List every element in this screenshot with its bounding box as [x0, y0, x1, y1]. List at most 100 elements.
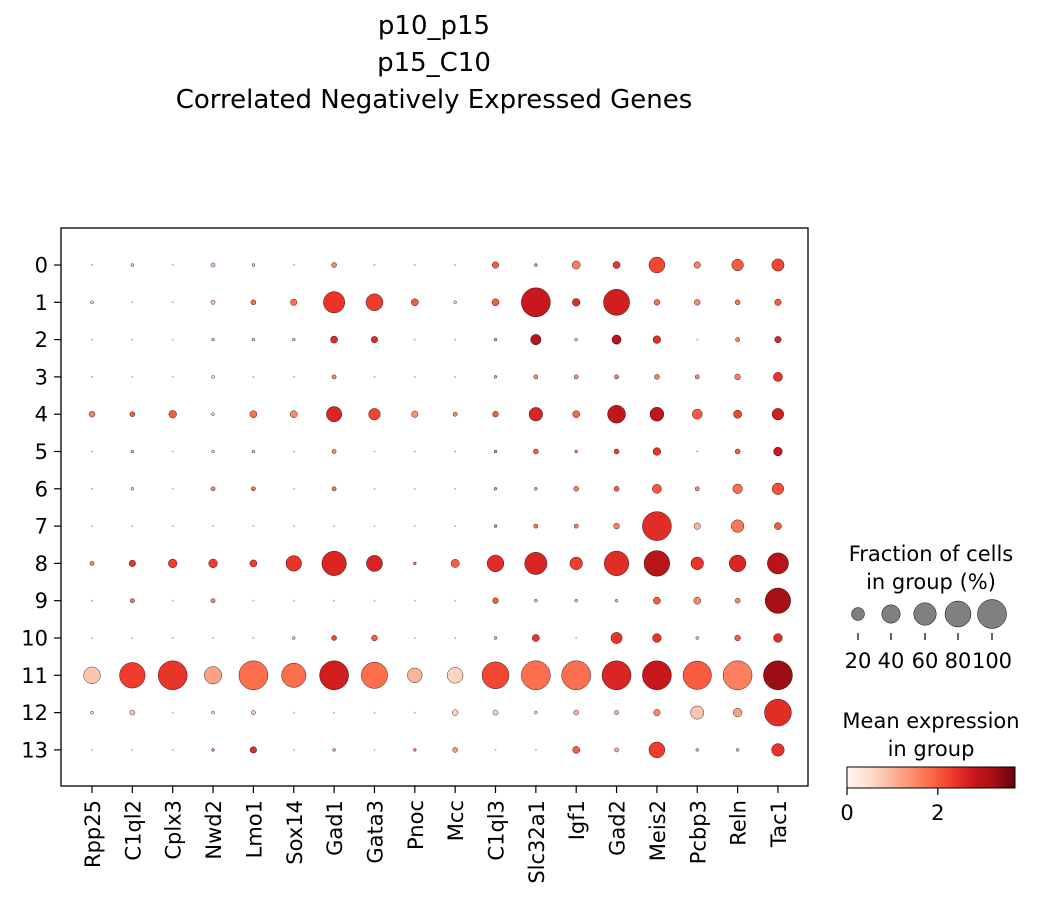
dot-Gata3-group-13	[373, 749, 376, 751]
dot-Reln-group-3	[734, 373, 741, 381]
dot-Pcbp3-group-1	[694, 299, 701, 306]
dot-Igf1-group-0	[571, 260, 581, 270]
dot-Sox14-group-3	[292, 376, 295, 378]
dot-Igf1-group-4	[572, 410, 580, 418]
size-legend-label: 60	[912, 649, 939, 673]
dot-Rpp25-group-2	[91, 338, 93, 341]
dot-Pcbp3-group-3	[695, 374, 700, 380]
dot-Lmo1-group-8	[249, 559, 258, 568]
x-tick-label: Reln	[727, 800, 751, 846]
dot-Gata3-group-1	[365, 293, 384, 311]
dot-Sox14-group-5	[292, 450, 295, 453]
dot-Meis2-group-12	[653, 709, 661, 717]
dot-Nwd2-group-9	[210, 598, 216, 603]
size-legend-title-1: Fraction of cells	[849, 542, 1014, 566]
dot-C1ql3-group-11	[481, 661, 510, 689]
dot-C1ql2-group-10	[131, 637, 134, 639]
dot-Mcc-group-6	[454, 487, 456, 490]
title-line-2: p15_C10	[377, 48, 491, 78]
dot-Rpp25-group-6	[91, 487, 93, 490]
dot-Gad1-group-0	[331, 262, 337, 268]
dot-Gad2-group-12	[614, 710, 619, 715]
dot-C1ql2-group-7	[131, 525, 134, 527]
x-tick-label: Meis2	[646, 800, 670, 861]
dot-Cplx3-group-1	[171, 301, 174, 304]
dot-Igf1-group-13	[572, 746, 580, 754]
dot-C1ql3-group-5	[493, 449, 498, 454]
dot-Lmo1-group-12	[251, 710, 256, 715]
dot-Pnoc-group-3	[413, 376, 416, 378]
dot-Reln-group-2	[735, 337, 740, 342]
dot-Slc32a1-group-3	[533, 374, 539, 380]
dot-C1ql2-group-11	[119, 662, 146, 689]
dot-Pnoc-group-2	[413, 338, 416, 341]
dot-Pnoc-group-5	[413, 450, 416, 453]
dot-C1ql2-group-2	[131, 338, 134, 341]
dot-C1ql2-group-5	[130, 449, 135, 454]
dot-Tac1-group-5	[773, 446, 783, 457]
y-tick-label: 0	[35, 254, 48, 278]
dot-Gad2-group-9	[614, 599, 619, 603]
dot-Meis2-group-1	[653, 299, 661, 306]
x-tick-label: C1ql2	[121, 800, 145, 861]
dot-Lmo1-group-9	[252, 599, 255, 602]
dot-Pnoc-group-0	[413, 264, 416, 266]
dot-Igf1-group-6	[573, 486, 579, 492]
dot-Rpp25-group-10	[91, 637, 93, 639]
colorbar	[846, 766, 1016, 789]
dot-Tac1-group-8	[767, 552, 789, 575]
colorbar-tick-label: 2	[931, 801, 944, 825]
dot-Sox14-group-6	[292, 487, 295, 490]
dot-Gad2-group-7	[613, 522, 620, 530]
dot-Pcbp3-group-0	[693, 261, 701, 269]
dot-Slc32a1-group-12	[534, 710, 538, 715]
dot-Mcc-group-12	[452, 709, 459, 716]
dot-Nwd2-group-0	[210, 262, 216, 268]
dot-Gata3-group-9	[373, 599, 376, 602]
dot-C1ql3-group-10	[493, 636, 498, 640]
dot-Pcbp3-group-5	[696, 450, 699, 453]
dot-Pcbp3-group-2	[696, 338, 699, 341]
y-tick-label: 11	[21, 664, 48, 688]
x-tick-label: Igf1	[565, 800, 589, 840]
dot-Slc32a1-group-5	[533, 448, 539, 455]
y-tick-label: 6	[35, 477, 48, 501]
dot-Igf1-group-8	[569, 556, 583, 570]
dot-Rpp25-group-13	[91, 749, 93, 751]
dot-Sox14-group-12	[292, 711, 295, 714]
dot-Sox14-group-9	[292, 599, 295, 602]
dot-Reln-group-5	[734, 448, 741, 455]
dot-Rpp25-group-9	[91, 599, 93, 602]
dot-Lmo1-group-7	[252, 525, 255, 527]
dot-C1ql3-group-2	[493, 337, 498, 342]
dot-Mcc-group-3	[454, 376, 456, 378]
dot-Tac1-group-7	[774, 522, 782, 530]
dot-Gata3-group-12	[373, 711, 376, 714]
dot-Lmo1-group-11	[238, 660, 269, 690]
dot-Meis2-group-2	[652, 335, 661, 344]
y-tick-label: 13	[21, 738, 48, 762]
y-tick-label: 12	[21, 701, 48, 725]
dot-Nwd2-group-7	[212, 525, 214, 527]
dot-Slc32a1-group-6	[534, 487, 538, 491]
dot-Mcc-group-0	[454, 264, 456, 266]
dot-Nwd2-group-1	[210, 300, 216, 305]
y-tick-label: 5	[35, 440, 48, 464]
dot-Lmo1-group-4	[249, 410, 258, 418]
y-tick-label: 1	[35, 291, 48, 315]
size-legend-title-2: in group (%)	[866, 570, 996, 594]
dot-Reln-group-0	[731, 259, 744, 272]
dot-Mcc-group-9	[454, 599, 456, 602]
color-legend-title-2: in group	[888, 737, 975, 761]
x-tick-label: C1ql3	[485, 800, 509, 861]
dot-Slc32a1-group-8	[524, 552, 548, 575]
dot-C1ql2-group-8	[128, 559, 136, 567]
dot-Tac1-group-3	[773, 372, 783, 382]
dot-Meis2-group-0	[648, 256, 666, 274]
dot-Nwd2-group-10	[212, 637, 214, 639]
dot-C1ql3-group-12	[492, 709, 499, 716]
dot-Gad1-group-5	[331, 449, 337, 454]
dot-Pcbp3-group-4	[692, 408, 703, 420]
dot-Tac1-group-4	[771, 408, 784, 421]
